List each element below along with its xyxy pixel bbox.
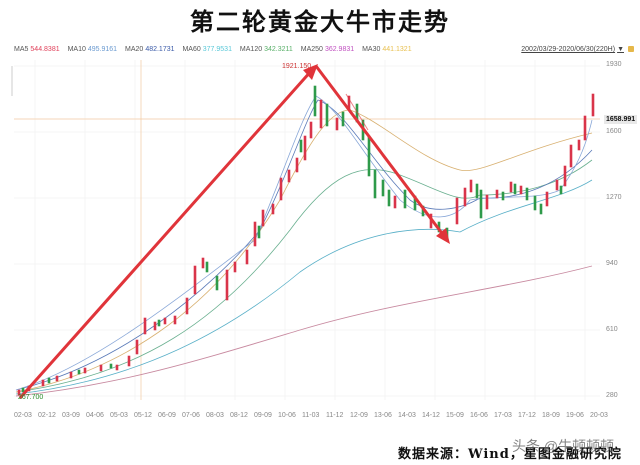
x-tick: 02-12 — [38, 412, 56, 419]
legend-value-ma250: 362.9831 — [324, 46, 355, 53]
y-tick: 610 — [606, 326, 618, 333]
candles — [17, 85, 595, 396]
lock-icon[interactable] — [628, 46, 634, 52]
candlestick-chart — [11, 60, 600, 400]
legend-key-ma60: MA60 — [182, 46, 201, 53]
legend-value-ma10: 495.9161 — [87, 46, 118, 53]
date-range-text: 2002/03/29-2020/06/30(220H) — [521, 46, 616, 53]
ma60-line — [15, 109, 593, 393]
date-range-selector[interactable]: 2002/03/29-2020/06/30(220H) ▼ — [521, 46, 624, 53]
uptrend-arrowhead — [303, 64, 318, 80]
x-tick: 16-06 — [470, 412, 488, 419]
watermark: 头条 @牛顿顿顿 — [512, 438, 615, 454]
legend-key-ma5: MA5 — [14, 46, 29, 53]
downtrend-arrowhead — [436, 228, 450, 244]
x-tick: 08-12 — [230, 412, 248, 419]
y-tick: 280 — [606, 392, 618, 399]
ma-legend: MA5 544.8381 MA10 495.9161 MA20 482.1731 MA… — [14, 46, 418, 53]
x-tick: 08-03 — [206, 412, 224, 419]
legend-key-ma120: MA120 — [239, 46, 263, 53]
legend-key-ma10: MA10 — [67, 46, 86, 53]
legend-value-ma120: 342.3211 — [264, 46, 293, 53]
x-tick: 07-06 — [182, 412, 200, 419]
x-tick: 04-06 — [86, 412, 104, 419]
page-title: 第二轮黄金大牛市走势 — [190, 7, 450, 36]
y-tick: 940 — [606, 260, 618, 267]
legend-value-ma20: 482.1731 — [145, 46, 175, 53]
x-tick: 14-03 — [398, 412, 416, 419]
peak-price-label: 1921.150 — [282, 63, 312, 70]
legend-key-ma30: MA30 — [362, 46, 381, 53]
triangle-down-icon[interactable]: ▼ — [617, 46, 624, 53]
y-tick: 1600 — [606, 128, 622, 135]
legend-value-ma60: 377.9531 — [202, 46, 232, 53]
x-tick: 11-12 — [326, 412, 344, 419]
x-tick: 11-03 — [302, 412, 320, 419]
x-tick: 05-03 — [110, 412, 128, 419]
x-tick: 09-09 — [254, 412, 272, 419]
x-tick: 14-12 — [422, 412, 440, 419]
legend-key-ma20: MA20 — [125, 46, 144, 53]
x-tick: 18-09 — [542, 412, 560, 419]
ma-line-bottom — [15, 265, 593, 397]
trend-arrows — [18, 64, 450, 399]
ma250-line — [15, 179, 593, 395]
x-tick: 05-12 — [134, 412, 152, 419]
uptrend-arrow — [18, 69, 314, 399]
grid-lines — [14, 60, 600, 400]
x-tick: 10-06 — [278, 412, 296, 419]
x-tick: 03-09 — [62, 412, 80, 419]
data-source-footer: 数据来源：Wind，星图金融研究院 — [398, 447, 622, 462]
x-tick: 17-03 — [494, 412, 512, 419]
y-tick: 1270 — [606, 194, 622, 201]
x-tick: 19-06 — [566, 412, 584, 419]
x-tick: 15-09 — [446, 412, 464, 419]
legend-value-ma5: 544.8381 — [30, 46, 60, 53]
x-tick: 13-06 — [374, 412, 392, 419]
low-price-label: 267.700 — [18, 394, 44, 401]
x-tick: 02-03 — [14, 412, 32, 419]
y-tick: 1930 — [606, 61, 622, 68]
x-tick: 06-09 — [158, 412, 176, 419]
legend-key-ma250: MA250 — [300, 46, 323, 53]
last-price-tag: 1658.991 — [604, 115, 638, 124]
x-tick: 17-12 — [518, 412, 536, 419]
downtrend-arrow — [314, 65, 446, 237]
x-tick: 20-03 — [590, 412, 608, 419]
ma120-line — [15, 159, 593, 393]
x-tick: 12-09 — [350, 412, 368, 419]
legend-value-ma30: 441.1321 — [382, 46, 412, 53]
